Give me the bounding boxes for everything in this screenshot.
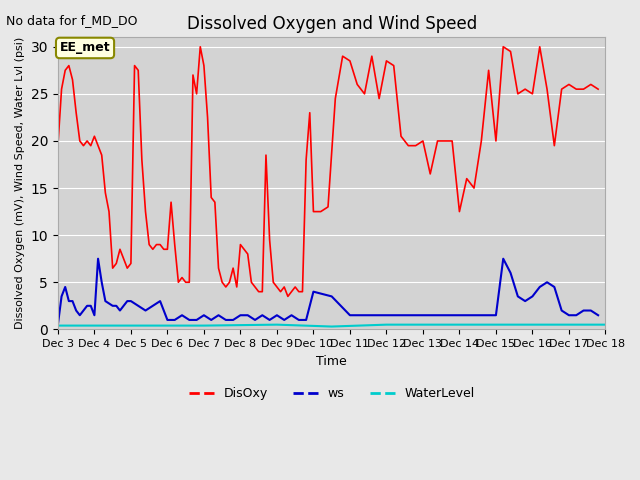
ws (109, 303, 116, 309)
Text: EE_met: EE_met (60, 41, 110, 54)
ws (280, 317, 288, 323)
Legend: DisOxy, ws, WaterLevel: DisOxy, ws, WaterLevel (184, 382, 480, 405)
WaterLevel (273, 322, 281, 327)
ws (54, 322, 61, 327)
ws (94, 256, 102, 262)
WaterLevel (54, 323, 61, 328)
WaterLevel (602, 322, 609, 327)
DisOxy (240, 246, 248, 252)
DisOxy (558, 86, 566, 92)
Y-axis label: Dissolved Oxygen (mV), Wind Speed, Water Lvl (psi): Dissolved Oxygen (mV), Wind Speed, Water… (15, 37, 25, 329)
ws (595, 312, 602, 318)
Line: ws: ws (58, 259, 598, 324)
ws (156, 298, 164, 304)
DisOxy (251, 284, 259, 290)
DisOxy (54, 143, 61, 148)
Line: WaterLevel: WaterLevel (58, 324, 605, 326)
WaterLevel (437, 322, 445, 327)
WaterLevel (565, 322, 573, 327)
DisOxy (375, 96, 383, 101)
Text: No data for f_MD_DO: No data for f_MD_DO (6, 14, 138, 27)
WaterLevel (492, 322, 500, 327)
DisOxy (587, 82, 595, 87)
DisOxy (595, 86, 602, 92)
Line: DisOxy: DisOxy (58, 47, 598, 296)
ws (72, 308, 80, 313)
DisOxy (196, 44, 204, 49)
WaterLevel (383, 322, 390, 327)
ws (164, 317, 172, 323)
WaterLevel (200, 323, 208, 328)
ws (587, 308, 595, 313)
X-axis label: Time: Time (316, 355, 347, 368)
Title: Dissolved Oxygen and Wind Speed: Dissolved Oxygen and Wind Speed (186, 15, 477, 33)
WaterLevel (127, 323, 135, 328)
DisOxy (171, 242, 179, 248)
DisOxy (284, 293, 292, 299)
WaterLevel (328, 324, 335, 329)
